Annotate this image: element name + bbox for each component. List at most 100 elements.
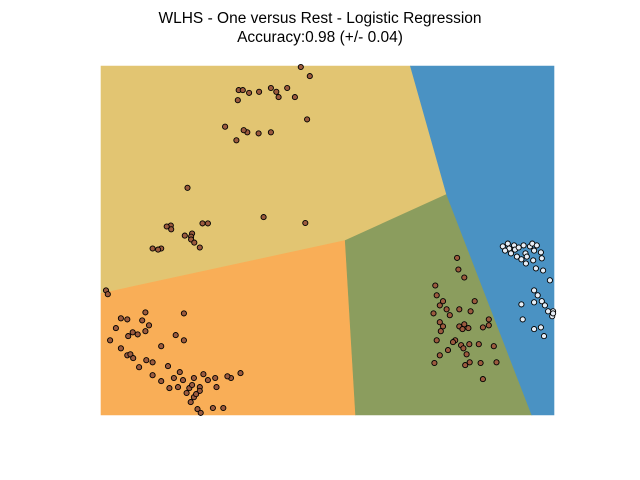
class-brown-point-29	[181, 232, 188, 239]
class-brown-point-102	[439, 323, 447, 330]
class-brown-point-46	[124, 316, 131, 323]
class-light-point-34	[537, 324, 544, 331]
class-brown-point-17	[267, 129, 274, 136]
class-brown-point-124	[479, 376, 486, 383]
class-light-point-29	[518, 301, 525, 308]
class-brown-point-91	[461, 274, 468, 281]
class-brown-point-33	[196, 244, 203, 251]
class-brown-point-27	[163, 223, 170, 230]
class-brown-point-108	[433, 337, 440, 344]
class-brown-point-50	[107, 337, 114, 344]
class-brown-point-49	[125, 333, 132, 340]
class-brown-point-54	[117, 345, 124, 352]
class-brown-point-21	[260, 214, 267, 221]
class-brown-point-97	[430, 310, 437, 317]
class-light-point-17	[537, 249, 544, 256]
class-brown-point-90	[455, 266, 462, 273]
class-brown-point-121	[462, 362, 469, 369]
class-brown-point-61	[164, 363, 172, 370]
class-light-point-21	[538, 255, 545, 262]
class-brown-point-101	[467, 308, 474, 315]
class-light-point-19	[522, 260, 529, 267]
class-brown-point-86	[220, 404, 227, 412]
class-brown-point-40	[117, 315, 124, 322]
class-brown-point-69	[190, 374, 197, 382]
class-brown-point-95	[443, 306, 450, 313]
class-light-point-33	[550, 310, 557, 317]
class-brown-point-98	[436, 319, 443, 326]
class-brown-point-51	[172, 332, 179, 339]
class-light-point-12	[507, 250, 515, 257]
class-brown-point-13	[304, 116, 311, 123]
class-brown-point-19	[233, 137, 240, 144]
class-light-point-28	[531, 299, 538, 306]
class-brown-point-84	[209, 404, 216, 412]
class-brown-point-106	[459, 326, 466, 333]
class-light-point-15	[523, 253, 530, 260]
chart-title: WLHS - One versus Rest - Logistic Regres…	[158, 10, 482, 27]
class-brown-point-6	[273, 88, 280, 95]
class-brown-point-67	[166, 385, 173, 392]
class-light-point-37	[545, 308, 552, 315]
class-brown-point-72	[189, 381, 196, 389]
class-brown-point-73	[196, 387, 203, 394]
class-brown-point-117	[463, 351, 470, 358]
class-brown-point-20	[184, 184, 191, 191]
class-brown-point-26	[168, 226, 175, 233]
class-brown-point-65	[170, 374, 177, 382]
class-brown-point-1	[297, 63, 304, 71]
class-brown-point-112	[485, 316, 492, 323]
class-light-point-22	[532, 265, 539, 272]
class-brown-point-57	[130, 355, 137, 362]
class-brown-point-125	[493, 359, 500, 366]
class-light-point-18	[518, 256, 525, 263]
class-brown-point-24	[199, 220, 206, 227]
class-brown-point-123	[477, 359, 484, 367]
class-brown-point-119	[436, 352, 443, 359]
class-brown-point-122	[466, 359, 473, 366]
class-brown-point-64	[176, 369, 183, 376]
class-brown-point-16	[240, 127, 247, 134]
class-brown-point-88	[197, 409, 204, 416]
class-brown-point-92	[432, 282, 439, 289]
class-brown-point-53	[158, 343, 165, 350]
class-brown-point-111	[466, 341, 473, 348]
class-brown-point-18	[255, 130, 262, 137]
class-brown-point-38	[104, 291, 111, 298]
class-brown-point-120	[431, 359, 438, 367]
class-brown-point-10	[291, 94, 298, 101]
class-brown-point-77	[200, 371, 207, 378]
class-brown-point-23	[204, 220, 211, 227]
class-brown-point-83	[193, 391, 200, 398]
class-brown-point-59	[149, 359, 156, 366]
class-brown-point-11	[234, 97, 241, 104]
class-light-point-6	[515, 244, 522, 251]
class-brown-point-76	[204, 377, 211, 384]
class-brown-point-79	[212, 374, 219, 382]
class-brown-point-9	[275, 94, 282, 101]
class-light-point-36	[540, 333, 548, 340]
class-brown-point-62	[149, 372, 156, 379]
class-brown-point-48	[134, 331, 141, 338]
class-light-point-35	[531, 326, 538, 333]
class-brown-point-39	[142, 309, 149, 316]
class-brown-point-89	[454, 254, 461, 261]
class-brown-point-3	[284, 84, 291, 92]
class-brown-point-94	[439, 298, 447, 305]
class-light-point-24	[546, 277, 553, 284]
class-brown-point-103	[437, 328, 444, 335]
class-brown-point-74	[183, 389, 190, 397]
class-light-point-20	[530, 257, 537, 264]
class-brown-point-93	[433, 292, 440, 299]
class-brown-point-52	[180, 337, 187, 344]
class-light-point-23	[540, 267, 547, 274]
class-brown-point-99	[446, 312, 453, 319]
class-brown-point-100	[456, 306, 463, 313]
class-brown-point-15	[222, 123, 229, 130]
class-brown-point-2	[306, 73, 313, 80]
chart-subtitle: Accuracy:0.98 (+/- 0.04)	[237, 29, 403, 46]
class-brown-point-107	[465, 325, 472, 332]
class-brown-point-60	[136, 364, 143, 371]
decision-region-4	[410, 65, 555, 416]
